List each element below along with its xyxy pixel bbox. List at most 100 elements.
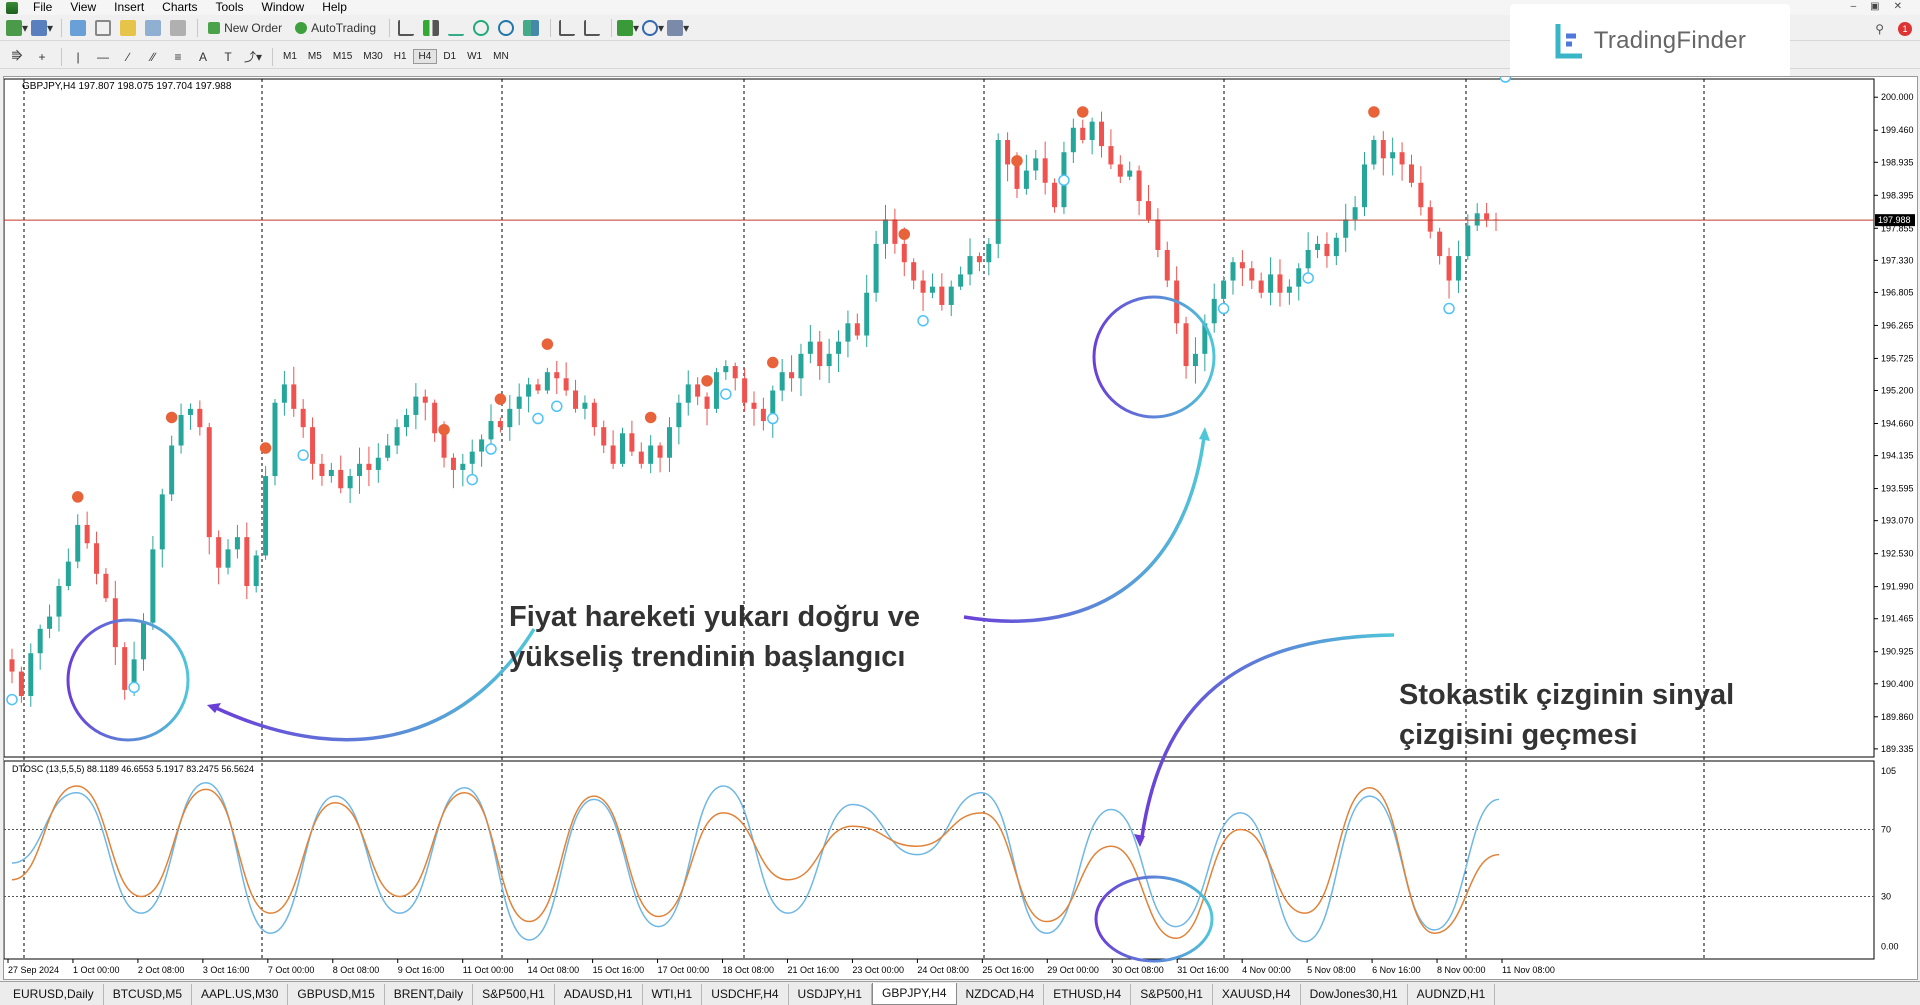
trendline-tool[interactable]: ∕: [126, 49, 129, 64]
timeframe-d1[interactable]: D1: [443, 51, 457, 62]
candle-body: [272, 402, 278, 477]
chart-tab-audnzd-h1[interactable]: AUDNZD,H1: [1408, 984, 1496, 1005]
sell-signal-marker: [259, 442, 272, 454]
chart-tab-dowjones30-h1[interactable]: DowJones30,H1: [1301, 984, 1408, 1005]
templates-button[interactable]: ▾: [667, 18, 689, 38]
time-tick-label: 11 Nov 08:00: [1502, 965, 1555, 975]
candle-chart-button[interactable]: [420, 18, 442, 38]
sell-signal-marker: [701, 375, 713, 387]
time-tick-label: 18 Oct 08:00: [723, 965, 775, 975]
menu-view[interactable]: View: [70, 0, 97, 14]
candle-body: [1324, 243, 1330, 257]
chart-tab-adausd-h1[interactable]: ADAUSD,H1: [555, 984, 643, 1005]
close-icon[interactable]: ✕: [1893, 1, 1902, 12]
chart-tab-wti-h1[interactable]: WTI,H1: [643, 984, 703, 1005]
candle-body: [56, 586, 62, 617]
zoom-in-button[interactable]: [470, 18, 492, 38]
sell-signal-marker: [541, 338, 554, 350]
candle-body: [976, 256, 982, 263]
text-tool[interactable]: A: [198, 49, 207, 64]
indicators-button[interactable]: ▾: [617, 18, 639, 38]
fibonacci-tool[interactable]: ≡: [174, 49, 182, 64]
sell-signal-marker: [898, 228, 911, 240]
chart-tab-xauusd-h4[interactable]: XAUUSD,H4: [1213, 984, 1301, 1005]
notification-icon[interactable]: 1: [1898, 22, 1912, 36]
line-chart-button[interactable]: [445, 18, 467, 38]
periods-button[interactable]: ▾: [642, 18, 664, 38]
timeframe-h4[interactable]: H4: [412, 49, 438, 64]
channel-tool[interactable]: ∕∕: [150, 49, 155, 64]
candle-body: [347, 476, 353, 489]
chart-tab-ethusd-h4[interactable]: ETHUSD,H4: [1044, 984, 1132, 1005]
chart-canvas[interactable]: 200.000 199.460 198.935 198.395 197.855 197.3…: [4, 77, 1917, 979]
timeframe-h1[interactable]: H1: [393, 51, 407, 62]
search-icon[interactable]: ⚲: [1875, 22, 1884, 36]
label-tool[interactable]: T: [224, 49, 232, 64]
crosshair-tool[interactable]: +: [38, 49, 46, 64]
logo-text: TradingFinder: [1593, 27, 1747, 54]
candle-body: [1014, 164, 1020, 189]
chart-tab-aapl-us-m30[interactable]: AAPL.US,M30: [192, 984, 289, 1005]
horizontal-line-tool[interactable]: —: [97, 49, 109, 64]
timeframe-m5[interactable]: M5: [307, 51, 322, 62]
menu-charts[interactable]: Charts: [162, 0, 198, 14]
chart-tab-gbpjpy-h4[interactable]: GBPJPY,H4: [872, 983, 957, 1005]
vertical-line-tool[interactable]: |: [76, 49, 80, 64]
chart-tab-s-p500-h1[interactable]: S&P500,H1: [1131, 984, 1213, 1005]
timeframe-w1[interactable]: W1: [467, 51, 483, 62]
chart-tab-s-p500-h1[interactable]: S&P500,H1: [473, 984, 555, 1005]
line-chart-icon: [448, 20, 465, 36]
candle-body: [873, 243, 879, 293]
restore-icon[interactable]: ▣: [1870, 1, 1880, 12]
market-watch-button[interactable]: [67, 18, 89, 38]
time-tick-label: 8 Nov 00:00: [1437, 965, 1486, 975]
menu-insert[interactable]: Insert: [114, 0, 145, 14]
menu-help[interactable]: Help: [322, 0, 347, 14]
candle-body: [1052, 182, 1058, 208]
candle-body: [563, 378, 569, 391]
price-annotation-line2: yükseliş trendinin başlangıcı: [509, 641, 906, 673]
candle-body: [1343, 219, 1349, 238]
candle-body: [789, 372, 795, 379]
new-order-button[interactable]: New Order: [203, 18, 287, 38]
chart-shift-button[interactable]: [556, 18, 578, 38]
profiles-button[interactable]: ▾: [31, 18, 53, 38]
menu-file[interactable]: File: [33, 0, 53, 14]
minimize-icon[interactable]: –: [1850, 1, 1857, 12]
tester-button[interactable]: [167, 18, 189, 38]
chart-tab-usdchf-h4[interactable]: USDCHF,H4: [702, 984, 789, 1005]
data-window-button[interactable]: [92, 18, 114, 38]
menu-tools[interactable]: Tools: [215, 0, 244, 14]
candle-body: [554, 372, 560, 379]
chart-tab-brent-daily[interactable]: BRENT,Daily: [385, 984, 474, 1005]
chart-window[interactable]: 200.000 199.460 198.935 198.395 197.855 197.3…: [3, 76, 1918, 980]
autotrading-button[interactable]: AutoTrading: [290, 18, 381, 38]
chart-tab-gbpusd-m15[interactable]: GBPUSD,M15: [288, 984, 385, 1005]
chart-tab-btcusd-m5[interactable]: BTCUSD,M5: [104, 984, 193, 1005]
arrows-tool[interactable]: ⤴▾: [243, 50, 263, 64]
tile-windows-button[interactable]: [520, 18, 542, 38]
timeframe-m1[interactable]: M1: [283, 51, 297, 62]
navigator-button[interactable]: [117, 18, 139, 38]
timeframe-m15[interactable]: M15: [332, 51, 353, 62]
candle-body: [291, 384, 297, 409]
chart-tab-eurusd-daily[interactable]: EURUSD,Daily: [4, 984, 104, 1005]
time-tick-label: 1 Oct 00:00: [73, 965, 120, 975]
separator: [272, 47, 273, 66]
bar-chart-button[interactable]: [395, 18, 417, 38]
new-chart-button[interactable]: ▾: [6, 18, 28, 38]
autoscroll-button[interactable]: [581, 18, 603, 38]
time-tick-label: 23 Oct 00:00: [852, 965, 904, 975]
candle-body: [601, 427, 607, 446]
sell-signal-marker: [71, 491, 84, 503]
terminal-button[interactable]: [142, 18, 164, 38]
candle-body: [300, 408, 306, 428]
menu-window[interactable]: Window: [261, 0, 305, 14]
timeframe-mn[interactable]: MN: [493, 51, 509, 62]
chart-tab-usdjpy-h1[interactable]: USDJPY,H1: [789, 984, 873, 1005]
zoom-out-button[interactable]: [495, 18, 517, 38]
timeframe-m30[interactable]: M30: [363, 51, 383, 62]
candle-body: [638, 451, 644, 464]
chart-tab-nzdcad-h4[interactable]: NZDCAD,H4: [957, 984, 1045, 1005]
cursor-tool[interactable]: ⭆: [11, 49, 23, 63]
